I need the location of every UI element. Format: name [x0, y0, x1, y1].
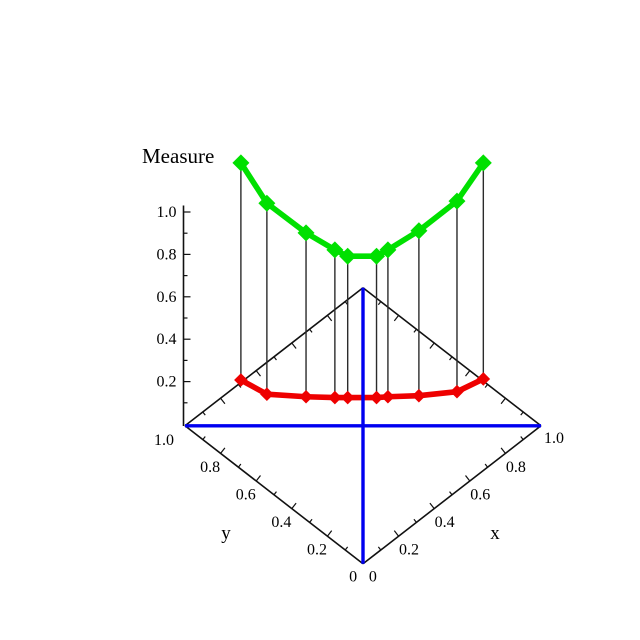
tick-label: 0.6	[236, 486, 256, 503]
lower-series-marker	[412, 388, 426, 403]
axis-tick	[484, 463, 489, 468]
upper-series-marker	[448, 192, 466, 210]
tick-label-zero: 0	[369, 568, 377, 585]
tick-label: 0.2	[157, 374, 177, 391]
tick-label: 0.6	[470, 486, 490, 503]
axis-tick	[429, 342, 435, 349]
lower-series-marker	[369, 390, 384, 405]
axis-tick	[465, 370, 471, 377]
tick-label: 0.2	[399, 542, 419, 559]
upper-series-marker	[258, 194, 276, 212]
axis-tick	[393, 530, 400, 537]
lower-series-marker	[260, 387, 274, 402]
lower-series-marker	[340, 390, 355, 405]
axis-tick	[344, 546, 349, 551]
upper-series-marker	[297, 224, 315, 242]
axis-tick	[291, 502, 297, 509]
lower-series-marker	[328, 390, 342, 405]
axis-tick	[377, 301, 382, 306]
axis-tick	[273, 491, 277, 496]
upper-series	[232, 154, 492, 265]
axis-tick	[393, 315, 400, 322]
measure-axis: 0.2 0.4 0.6 0.8 1.0	[157, 204, 191, 426]
tick-label-one: 1.0	[154, 432, 174, 449]
tick-label: 0.8	[157, 246, 177, 263]
axis-tick	[377, 546, 382, 551]
tick-label: 1.0	[157, 204, 177, 221]
lower-series-marker	[234, 373, 248, 387]
tick-label-one: 1.0	[544, 430, 564, 447]
axis-tick	[500, 447, 506, 454]
tick-label: 0.4	[271, 514, 291, 531]
x-axis-title: x	[490, 523, 500, 544]
axis-tick	[309, 328, 313, 333]
upper-series-marker	[410, 222, 428, 240]
axis-tick	[202, 411, 206, 416]
axis-tick	[309, 518, 313, 523]
upper-series-marker	[326, 241, 344, 259]
axis-tick	[413, 518, 417, 523]
upper-series-marker	[474, 154, 492, 172]
upper-series-line	[238, 161, 486, 260]
upper-series-marker	[379, 241, 397, 259]
axis-tick	[484, 384, 489, 388]
axis-tick	[449, 491, 453, 496]
tick-label-zero: 0	[349, 568, 357, 585]
upper-series-marker	[368, 247, 386, 265]
axis-tick	[465, 475, 471, 482]
lower-series-marker	[381, 389, 395, 404]
axis-tick	[255, 475, 261, 482]
axis-tick	[237, 384, 242, 388]
axis-tick	[520, 411, 524, 416]
axis-tick	[326, 530, 333, 537]
tick-label: 0.2	[307, 542, 327, 559]
axis-tick	[202, 436, 206, 440]
axis-tick	[413, 328, 417, 333]
axis-tick	[237, 463, 242, 468]
axis-tick	[326, 315, 333, 322]
lower-series-marker	[476, 372, 491, 386]
upper-series-marker	[339, 247, 357, 265]
tick-label: 0.8	[506, 459, 526, 476]
base-back-edges	[184, 287, 542, 427]
tick-label: 0.4	[435, 514, 455, 531]
tick-label: 0.6	[157, 289, 177, 306]
axis-tick	[220, 447, 226, 454]
axis-tick	[449, 356, 453, 361]
y-axis-title: y	[221, 523, 231, 544]
tick-label: 0.4	[157, 331, 177, 348]
base-front-edges: 0.2 0.4 0.6 0.8 0 1.0 0.2 0.4 0.6 0.8 0 1.0	[154, 425, 564, 585]
axis-tick	[500, 397, 506, 405]
axis-tick	[520, 436, 524, 440]
drop-lines	[240, 162, 485, 398]
axis-tick	[220, 397, 226, 405]
axis-tick	[429, 502, 435, 509]
axis-tick	[291, 342, 297, 349]
tick-label: 0.8	[200, 459, 220, 476]
axis-tick	[273, 356, 277, 361]
z-axis-title: Measure	[142, 144, 215, 168]
axis-tick	[255, 370, 261, 377]
lower-series-marker	[299, 389, 313, 404]
upper-series-marker	[232, 154, 250, 172]
lower-series-marker	[450, 384, 464, 399]
base-diagonals	[185, 287, 541, 564]
